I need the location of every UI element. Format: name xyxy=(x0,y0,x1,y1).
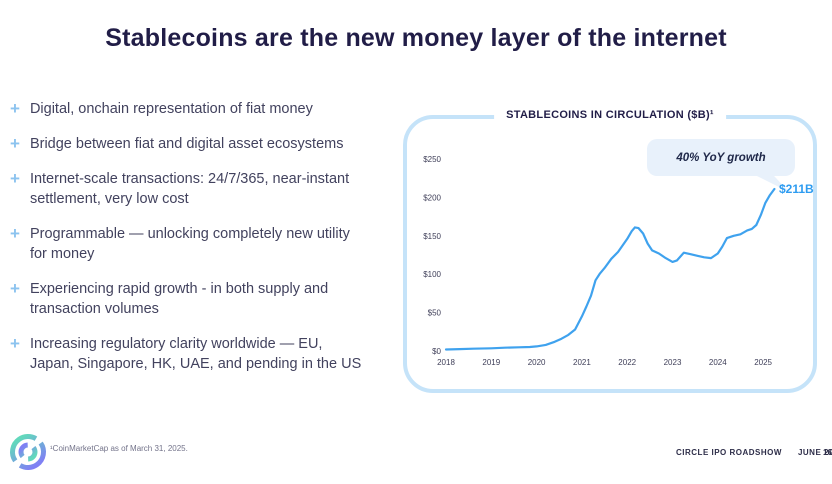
bullet-item: + Bridge between fiat and digital asset … xyxy=(10,134,392,154)
svg-text:2021: 2021 xyxy=(573,358,591,367)
footer-brand: CIRCLE IPO ROADSHOW xyxy=(676,448,782,457)
svg-text:$150: $150 xyxy=(423,232,441,241)
circle-logo-icon xyxy=(10,434,46,470)
source-footnote: ¹CoinMarketCap as of March 31, 2025. xyxy=(50,444,188,453)
footer-date: JUNE 2025 xyxy=(797,448,832,457)
plus-icon: + xyxy=(10,99,20,118)
yoy-growth-callout: 40% YoY growth xyxy=(647,139,795,176)
bullet-item: + Programmable — unlocking completely ne… xyxy=(10,224,392,264)
bullet-item: + Increasing regulatory clarity worldwid… xyxy=(10,334,392,374)
bullet-item: + Digital, onchain representation of fia… xyxy=(10,99,392,119)
svg-text:$100: $100 xyxy=(423,270,441,279)
svg-text:2019: 2019 xyxy=(482,358,500,367)
svg-text:2022: 2022 xyxy=(618,358,636,367)
plus-icon: + xyxy=(10,224,20,243)
svg-text:2025: 2025 xyxy=(754,358,772,367)
plus-icon: + xyxy=(10,334,20,353)
bullet-text: Increasing regulatory clarity worldwide … xyxy=(29,336,362,372)
svg-text:2020: 2020 xyxy=(528,358,546,367)
bullet-item: + Internet-scale transactions: 24/7/365,… xyxy=(10,169,392,209)
bullet-text: Bridge between fiat and digital asset ec… xyxy=(29,136,344,152)
chart-title: STABLECOINS IN CIRCULATION ($B)¹ xyxy=(494,109,726,121)
svg-text:2024: 2024 xyxy=(709,358,727,367)
bullet-text: Experiencing rapid growth - in both supp… xyxy=(29,281,329,317)
bullet-text: Digital, onchain representation of fiat … xyxy=(29,101,313,117)
bullet-text: Programmable — unlocking completely new … xyxy=(29,226,350,262)
plus-icon: + xyxy=(10,169,20,188)
plus-icon: + xyxy=(10,134,20,153)
bullet-item: + Experiencing rapid growth - in both su… xyxy=(10,279,392,319)
svg-text:$200: $200 xyxy=(423,193,441,202)
svg-text:$250: $250 xyxy=(423,155,441,164)
chart-end-value: $211B xyxy=(779,182,814,196)
bullet-text: Internet-scale transactions: 24/7/365, n… xyxy=(29,171,350,207)
page-number: 16 xyxy=(823,448,832,457)
svg-text:2018: 2018 xyxy=(437,358,455,367)
circulation-line-chart: $0 $50 $100 $150 $200 $250 2018 2019 2020 2021 202… xyxy=(423,155,776,367)
yoy-growth-label: 40% YoY growth xyxy=(676,151,766,164)
svg-text:$50: $50 xyxy=(428,309,442,318)
svg-text:2023: 2023 xyxy=(664,358,682,367)
footer-right: CIRCLE IPO ROADSHOW JUNE 2025 xyxy=(676,448,832,457)
chart-card: STABLECOINS IN CIRCULATION ($B)¹ $0 $50 $1… xyxy=(403,109,817,393)
plus-icon: + xyxy=(10,279,20,298)
svg-text:$0: $0 xyxy=(432,347,441,356)
slide-title: Stablecoins are the new money layer of t… xyxy=(105,24,727,52)
bullet-list: + Digital, onchain representation of fia… xyxy=(10,99,392,389)
